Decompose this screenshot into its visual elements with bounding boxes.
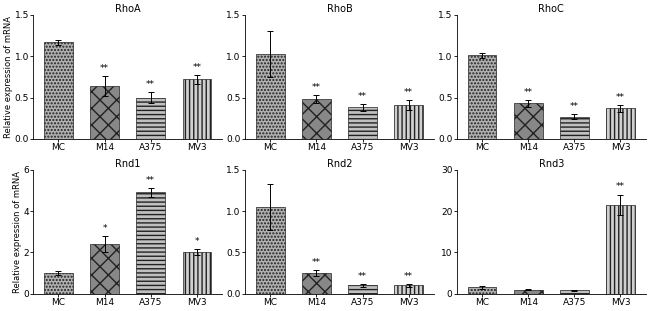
Title: RhoC: RhoC — [538, 4, 564, 14]
Text: **: ** — [146, 176, 155, 185]
Bar — [136, 98, 165, 139]
Bar — [302, 273, 331, 294]
Bar — [560, 117, 589, 139]
Bar — [348, 108, 377, 139]
Text: **: ** — [570, 102, 579, 111]
Bar — [302, 99, 331, 139]
Text: *: * — [102, 224, 107, 233]
Text: **: ** — [312, 83, 321, 92]
Bar — [256, 207, 285, 294]
Bar — [136, 193, 165, 294]
Text: *: * — [194, 237, 199, 246]
Bar — [256, 54, 285, 139]
Title: Rnd2: Rnd2 — [327, 159, 352, 169]
Text: **: ** — [404, 272, 413, 281]
Bar — [348, 285, 377, 294]
Bar — [468, 55, 497, 139]
Bar — [468, 287, 497, 294]
Title: RhoA: RhoA — [115, 4, 140, 14]
Bar — [514, 290, 543, 294]
Text: **: ** — [358, 92, 367, 101]
Bar — [183, 252, 211, 294]
Title: Rnd1: Rnd1 — [115, 159, 140, 169]
Bar — [90, 86, 119, 139]
Bar — [183, 79, 211, 139]
Text: **: ** — [100, 64, 109, 73]
Text: **: ** — [192, 63, 202, 72]
Text: **: ** — [146, 80, 155, 89]
Bar — [44, 273, 73, 294]
Text: **: ** — [358, 272, 367, 281]
Text: **: ** — [616, 93, 625, 102]
Bar — [560, 290, 589, 294]
Title: RhoB: RhoB — [326, 4, 352, 14]
Text: **: ** — [616, 183, 625, 192]
Bar — [44, 42, 73, 139]
Y-axis label: Relative expression of mRNA: Relative expression of mRNA — [4, 16, 13, 138]
Text: **: ** — [312, 258, 321, 267]
Bar — [395, 105, 423, 139]
Bar — [514, 103, 543, 139]
Y-axis label: Relative expression of mRNA: Relative expression of mRNA — [13, 171, 22, 293]
Text: **: ** — [524, 88, 533, 97]
Text: **: ** — [404, 88, 413, 97]
Title: Rnd3: Rnd3 — [539, 159, 564, 169]
Bar — [606, 205, 635, 294]
Bar — [90, 244, 119, 294]
Bar — [395, 285, 423, 294]
Bar — [606, 108, 635, 139]
